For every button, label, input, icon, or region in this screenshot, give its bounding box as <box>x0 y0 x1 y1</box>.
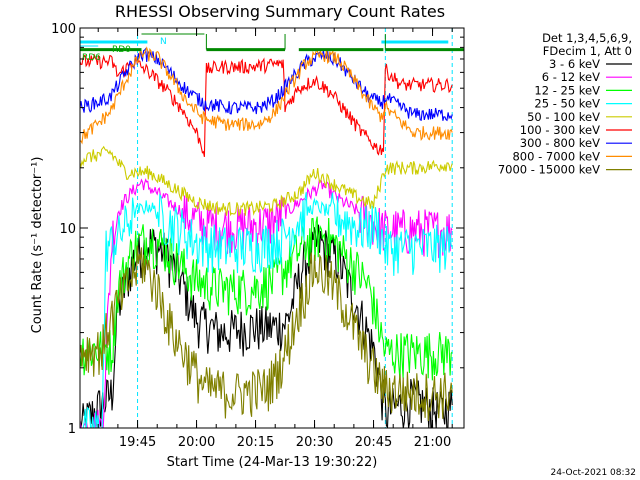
legend-label-3: 25 - 50 keV <box>534 97 600 111</box>
series-line-4 <box>80 145 453 218</box>
night-and-saa-markers <box>80 28 453 428</box>
x-tick-label-5: 21:00 <box>414 435 451 450</box>
x-tick-label-4: 20:45 <box>355 435 392 450</box>
legend-label-4: 50 - 100 keV <box>527 110 600 124</box>
annotation-rd0: RD0 <box>112 45 131 55</box>
x-axis-ticks: 19:45 20:00 20:15 20:30 20:45 21:00 <box>97 28 453 450</box>
legend: Det 1,3,4,5,6,9, FDecim 1, Att 0 3 - 6 k… <box>498 31 632 177</box>
y-tick-label-1: 10 <box>59 222 76 237</box>
y-tick-label-0: 1 <box>68 422 76 437</box>
legend-label-6: 300 - 800 keV <box>520 136 600 150</box>
y-axis-label: Count Rate (s⁻¹ detector⁻¹) <box>30 157 45 334</box>
legend-header-line-2: FDecim 1, Att 0 <box>543 44 632 58</box>
series-line-2 <box>80 216 453 381</box>
series-line-5 <box>80 53 453 158</box>
series-lines <box>80 46 453 428</box>
generation-timestamp: 24-Oct-2021 08:32 <box>551 468 636 478</box>
x-tick-label-1: 20:00 <box>178 435 215 450</box>
legend-label-8: 7000 - 15000 keV <box>498 163 600 177</box>
x-tick-label-2: 20:15 <box>237 435 274 450</box>
chart-title: RHESSI Observing Summary Count Rates <box>115 2 445 21</box>
series-line-8 <box>80 245 453 422</box>
legend-label-2: 12 - 25 keV <box>534 83 600 97</box>
plot-area: RD0 RD6 N <box>79 27 465 429</box>
x-tick-label-0: 19:45 <box>119 435 156 450</box>
legend-label-1: 6 - 12 keV <box>542 70 600 84</box>
annotation-overlay: RD0 RD6 N <box>80 33 464 63</box>
legend-header-line-1: Det 1,3,4,5,6,9, <box>542 31 632 45</box>
series-line-1 <box>80 178 453 428</box>
legend-label-0: 3 - 6 keV <box>549 57 600 71</box>
annotation-rd6: RD6 <box>82 53 101 63</box>
series-line-6 <box>80 47 453 122</box>
series-line-3 <box>80 192 453 428</box>
series-line-7 <box>80 46 453 145</box>
y-tick-label-2: 100 <box>51 22 76 37</box>
legend-label-7: 800 - 7000 keV <box>512 149 600 163</box>
x-tick-label-3: 20:30 <box>296 435 333 450</box>
legend-label-5: 100 - 300 keV <box>520 123 600 137</box>
y-axis-ticks: 1 10 100 <box>51 22 464 437</box>
annotation-n: N <box>160 37 167 47</box>
x-axis-label: Start Time (24-Mar-13 19:30:22) <box>167 455 378 470</box>
